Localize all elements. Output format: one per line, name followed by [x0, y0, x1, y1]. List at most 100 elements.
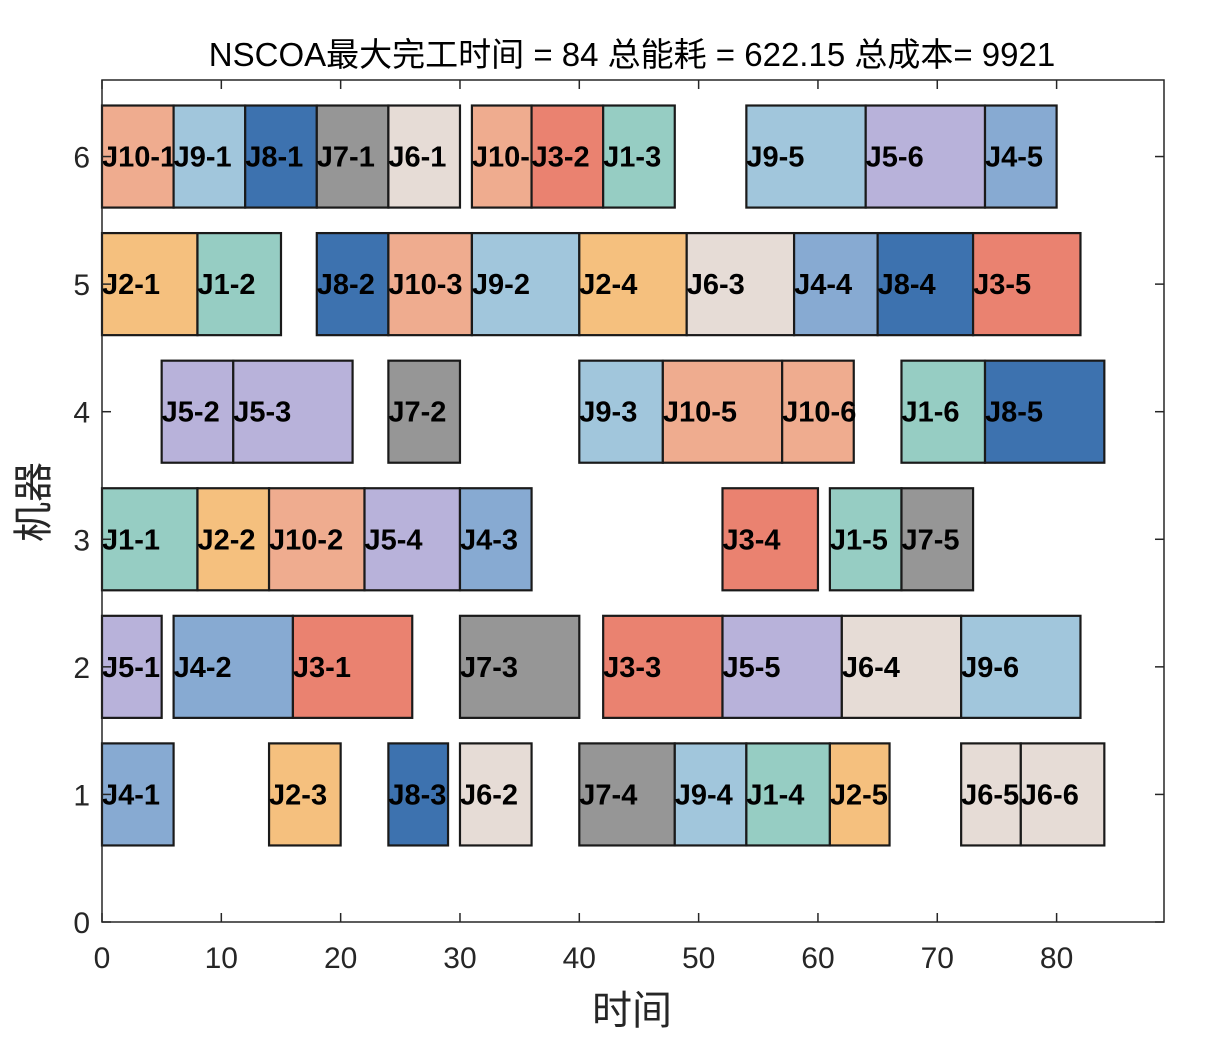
y-axis-title: 机器: [11, 462, 57, 542]
task-J6-1: J6-1: [387, 104, 462, 209]
task-label: J10-1: [102, 142, 176, 174]
x-tick-label: 50: [682, 942, 715, 975]
task-bar: [685, 231, 796, 337]
task-J7-3: J7-3: [458, 614, 581, 719]
task-label: J6-3: [687, 269, 745, 301]
task-J10-3: J10-3: [387, 231, 474, 337]
task-J8-4: J8-4: [876, 231, 975, 337]
task-J7-1: J7-1: [315, 104, 390, 209]
task-label: J4-1: [102, 779, 160, 811]
task-bar: [100, 614, 163, 719]
task-label: J9-6: [961, 652, 1019, 684]
task-J3-4: J3-4: [721, 487, 820, 592]
x-tick-label: 30: [443, 942, 476, 975]
task-label: J3-1: [293, 652, 351, 684]
task-label: J3-2: [532, 142, 590, 174]
task-label: J1-2: [197, 269, 255, 301]
y-tick-label: 5: [73, 269, 90, 302]
task-J5-6: J5-6: [864, 104, 987, 209]
task-bar: [745, 104, 867, 209]
task-J3-2: J3-2: [530, 104, 605, 209]
task-J5-2: J5-2: [160, 359, 235, 464]
plot-frame: [101, 79, 1165, 923]
task-bar: [387, 231, 474, 337]
task-bar: [960, 614, 1082, 719]
task-label: J6-4: [842, 652, 900, 684]
task-label: J3-5: [973, 269, 1031, 301]
task-bar: [160, 359, 235, 464]
task-J8-1: J8-1: [244, 104, 318, 209]
task-label: J1-3: [603, 142, 661, 174]
task-J9-2: J9-2: [470, 231, 581, 337]
task-bar: [100, 487, 199, 592]
task-label: J6-5: [961, 779, 1019, 811]
task-label: J8-5: [985, 397, 1043, 429]
task-J7-2: J7-2: [387, 359, 462, 464]
task-bar: [578, 231, 688, 337]
task-label: J5-3: [233, 397, 291, 429]
task-J5-3: J5-3: [232, 359, 354, 464]
task-bar: [745, 742, 831, 847]
task-bar: [792, 231, 879, 337]
task-label: J5-1: [102, 652, 160, 684]
task-J9-6: J9-6: [960, 614, 1082, 719]
task-label: J5-5: [722, 652, 780, 684]
task-bar: [100, 231, 199, 337]
task-label: J8-1: [245, 142, 303, 174]
task-bar: [983, 359, 1106, 464]
task-label: J2-5: [830, 779, 888, 811]
task-J8-3: J8-3: [387, 742, 450, 847]
task-bar: [781, 359, 855, 464]
task-bar: [1019, 742, 1106, 847]
task-J6-4: J6-4: [840, 614, 963, 719]
task-label: J6-6: [1021, 779, 1079, 811]
task-J1-3: J1-3: [602, 104, 676, 209]
task-label: J4-5: [985, 142, 1043, 174]
task-J2-5: J2-5: [828, 742, 891, 847]
x-axis-ticks: 0 10 20 30 40 50 60 70 80: [94, 80, 1073, 975]
task-J2-1: J2-1: [100, 231, 199, 337]
task-J2-3: J2-3: [267, 742, 342, 847]
task-J9-5: J9-5: [745, 104, 867, 209]
task-label: J8-4: [878, 269, 936, 301]
task-J6-5: J6-5: [960, 742, 1022, 847]
task-bar: [721, 487, 820, 592]
task-label: J1-4: [746, 779, 804, 811]
task-label: J9-1: [174, 142, 232, 174]
y-tick-label: 2: [73, 652, 90, 685]
task-J4-1: J4-1: [100, 742, 175, 847]
task-J2-4: J2-4: [578, 231, 688, 337]
task-bars: J10-1J9-1 J8-1 J7-1 J6-1 J10-4J3-2 J1-3 J9-5 J5…: [100, 104, 1106, 847]
task-J7-4: J7-4: [578, 742, 676, 847]
task-bar: [458, 614, 581, 719]
task-label: J7-4: [579, 779, 637, 811]
task-label: J5-4: [365, 524, 423, 556]
task-bar: [900, 487, 975, 592]
x-tick-label: 70: [921, 942, 954, 975]
task-J8-5: J8-5: [983, 359, 1106, 464]
task-bar: [578, 359, 664, 464]
task-J5-4: J5-4: [363, 487, 462, 592]
y-tick-label: 6: [73, 142, 90, 175]
x-tick-label: 60: [801, 942, 834, 975]
task-label: J6-1: [388, 142, 446, 174]
task-J3-1: J3-1: [291, 614, 414, 719]
y-tick-label: 1: [73, 779, 90, 812]
task-J3-3: J3-3: [602, 614, 724, 719]
task-label: J2-3: [269, 779, 327, 811]
task-bar: [100, 742, 175, 847]
task-bar: [721, 614, 843, 719]
task-bar: [983, 104, 1058, 209]
task-bar: [470, 231, 581, 337]
task-label: J4-4: [794, 269, 852, 301]
task-J10-1: J10-1: [100, 104, 176, 209]
task-label: J10-2: [269, 524, 343, 556]
task-label: J3-3: [603, 652, 661, 684]
task-J4-3: J4-3: [458, 487, 533, 592]
task-label: J9-4: [675, 779, 733, 811]
x-tick-label: 80: [1040, 942, 1073, 975]
task-label: J1-1: [102, 524, 160, 556]
task-J9-4: J9-4: [673, 742, 748, 847]
task-bar: [172, 104, 247, 209]
